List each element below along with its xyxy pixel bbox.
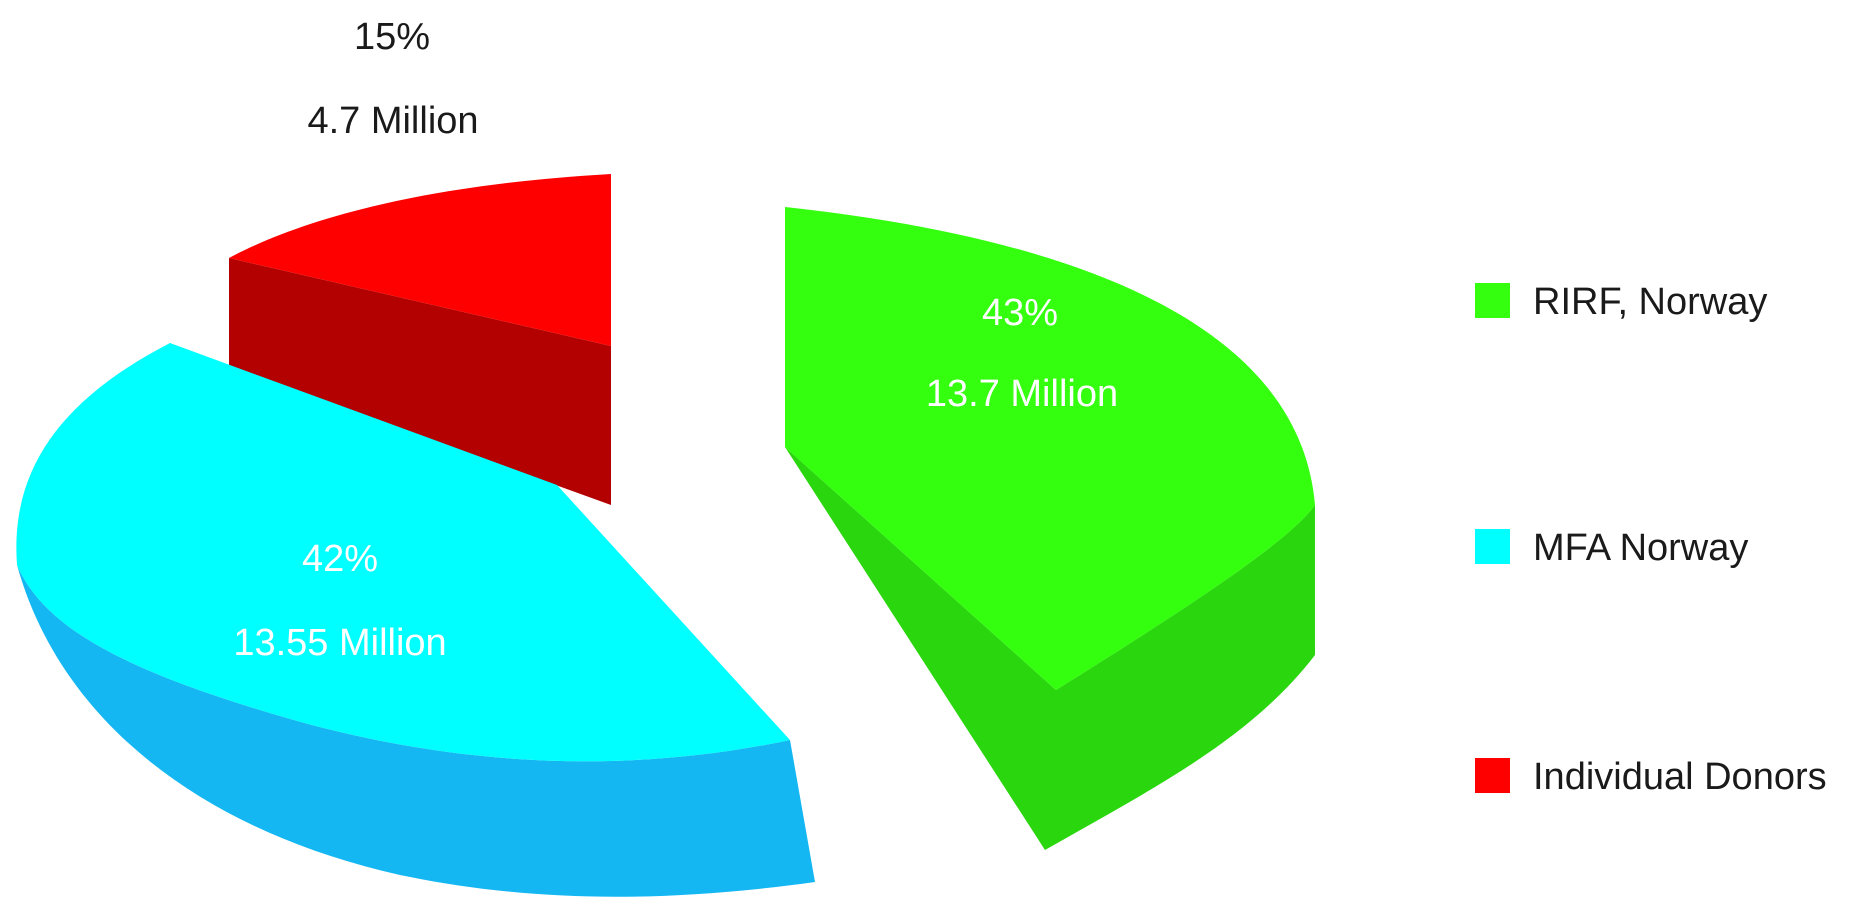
percent-label-rirf-norway: 43% [982, 292, 1058, 334]
legend-label-mfa-norway: MFA Norway [1533, 527, 1748, 569]
legend: RIRF, Norway MFA Norway Individual Donor… [1475, 281, 1827, 798]
amount-label-rirf-norway: 13.7 Million [926, 373, 1118, 415]
slice-side-rirf-norway [785, 447, 1315, 850]
legend-swatch-rirf-norway [1475, 283, 1510, 318]
slice-side-mfa-norway [17, 565, 815, 897]
legend-label-rirf-norway: RIRF, Norway [1533, 281, 1767, 323]
slice-rirf-norway [785, 207, 1315, 690]
slice-individual-donors [229, 174, 611, 346]
legend-label-individual-donors: Individual Donors [1533, 756, 1827, 798]
percent-label-individual-donors: 15% [354, 16, 430, 58]
slice-side-individual-donors [229, 258, 611, 505]
slice-mfa-norway [16, 343, 790, 762]
legend-swatch-individual-donors [1475, 758, 1510, 793]
amount-label-individual-donors: 4.7 Million [307, 100, 478, 142]
amount-label-mfa-norway: 13.55 Million [233, 622, 446, 664]
legend-swatch-mfa-norway [1475, 529, 1510, 564]
percent-label-mfa-norway: 42% [302, 538, 378, 580]
